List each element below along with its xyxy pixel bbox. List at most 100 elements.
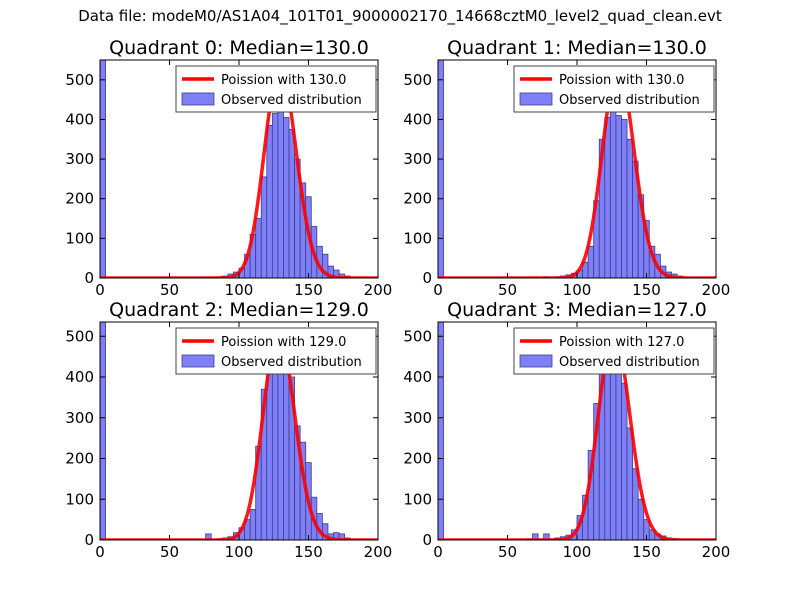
y-tick-label: 200 [403,450,432,468]
poisson-curve [438,330,716,540]
x-tick-label: 0 [433,281,443,299]
y-tick-label: 500 [403,327,432,345]
histogram-bar [609,360,617,540]
y-tick-label: 100 [403,490,432,508]
y-tick-label: 0 [84,531,94,549]
histogram-bar [621,382,628,540]
histogram-bar [266,125,273,278]
histogram-bar [283,372,290,540]
y-tick-label: 0 [422,531,432,549]
y-tick-label: 200 [65,450,94,468]
x-tick-label: 0 [95,281,105,299]
panel-title: Quadrant 0: Median=130.0 [109,37,369,59]
x-tick-label: 150 [294,543,323,561]
x-tick-label: 0 [433,543,443,561]
x-tick-label: 50 [160,281,179,299]
y-tick-label: 300 [65,150,94,168]
x-tick-label: 100 [563,281,592,299]
legend: Poission with 129.0 Observed distribution [175,327,377,375]
x-tick-label: 200 [702,281,731,299]
x-tick-label: 100 [225,281,254,299]
y-tick-label: 0 [422,269,432,287]
legend-poisson-label: Poission with 130.0 [559,73,684,88]
legend-bar-swatch [181,92,215,106]
histogram-bar [438,322,444,540]
histogram-bar [249,509,257,540]
y-tick-label: 0 [84,269,94,287]
histogram-bar [205,533,212,540]
plot-area [438,322,716,540]
histogram-bar [626,138,633,278]
x-tick-label: 50 [160,543,179,561]
poisson-curve [100,66,378,278]
y-tick-label: 300 [403,150,432,168]
legend-observed-label: Observed distribution [559,355,700,370]
histogram-bar [438,60,444,278]
x-tick-label: 0 [95,543,105,561]
x-tick-label: 150 [632,281,661,299]
y-tick-label: 100 [65,229,94,247]
legend-poisson-label: Poission with 127.0 [559,335,684,350]
y-tick-label: 300 [403,409,432,427]
panel-title: Quadrant 2: Median=129.0 [109,299,369,321]
x-tick-label: 200 [702,543,731,561]
y-tick-label: 400 [65,368,94,386]
x-tick-label: 100 [563,543,592,561]
plot-area [100,60,378,278]
x-tick-label: 200 [364,281,393,299]
legend-poisson-label: Poission with 129.0 [221,335,346,350]
legend-bar-swatch [519,92,553,106]
histogram-bar [543,533,550,540]
histogram-bar [338,533,346,540]
y-tick-label: 400 [403,110,432,128]
quadrant-1-chart: 0 50 100 150 200 0 100 200 300 400 500 Quadrant 1: … [403,37,730,299]
poisson-curve [100,330,378,540]
x-tick-label: 150 [294,281,323,299]
legend-poisson-label: Poission with 130.0 [221,73,346,88]
y-tick-label: 100 [403,229,432,247]
histogram-bar [604,117,611,278]
histogram-bar [100,60,106,278]
histogram-bar [283,117,290,278]
legend-observed-label: Observed distribution [221,93,362,108]
histogram-bar [609,93,617,278]
histogram-bar [255,218,262,278]
plot-area [100,322,378,540]
legend-bar-swatch [181,354,215,368]
x-tick-label: 50 [498,281,517,299]
histogram-bar [271,372,279,540]
legend-observed-label: Observed distribution [221,355,362,370]
panel-title: Quadrant 1: Median=130.0 [447,37,707,59]
y-tick-label: 500 [65,327,94,345]
histogram-bar [621,119,628,278]
y-tick-label: 500 [65,71,94,89]
legend-observed-label: Observed distribution [559,93,700,108]
y-tick-label: 200 [65,190,94,208]
y-tick-label: 400 [403,368,432,386]
x-tick-label: 50 [498,543,517,561]
histogram-bar [615,372,622,540]
y-tick-label: 500 [403,71,432,89]
plot-area [438,60,716,278]
histogram-bar [100,322,106,540]
y-tick-label: 100 [65,490,94,508]
legend: Poission with 130.0 Observed distribution [175,65,377,113]
histogram-bar [587,245,595,278]
histogram-bar [626,427,633,540]
histogram-bar [260,176,268,278]
legend-frame [513,327,715,375]
legend: Poission with 130.0 Observed distribution [513,65,715,113]
histogram-bar [277,350,284,540]
histogram-bar [277,111,284,278]
x-tick-label: 100 [225,543,254,561]
histogram-bar [288,128,296,278]
quadrant-3-chart: 0 50 100 150 200 0 100 200 300 400 500 Quadrant 3: … [403,299,730,561]
quadrant-2-chart: 0 50 100 150 200 0 100 200 300 400 500 Quadrant 2: … [65,299,392,561]
y-tick-label: 300 [65,409,94,427]
histogram-bar [271,113,279,278]
legend-bar-swatch [519,354,553,368]
quadrant-0-chart: 0 50 100 150 200 0 100 200 300 400 500 Quadrant 0: … [65,37,392,299]
panel-title: Quadrant 3: Median=127.0 [447,299,707,321]
figure-title: Data file: modeM0/AS1A04_101T01_90000021… [78,7,722,25]
